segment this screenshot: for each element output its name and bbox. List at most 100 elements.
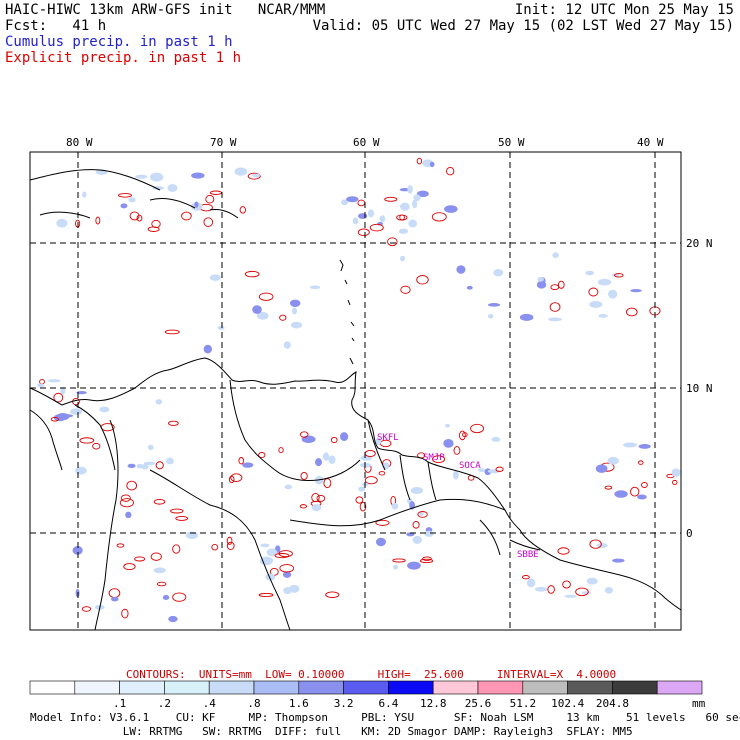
colorbar-tick-label: 102.4 [551,697,585,710]
cumulus-precip-cell [346,196,359,203]
cumulus-precip-cell [398,228,409,234]
cumulus-precip-cell [257,311,269,320]
colorbar-tick-label: 51.2 [509,697,537,710]
colorbar-swatch [29,680,76,695]
central-america-coastline [29,404,116,471]
explicit-precip-contour [239,206,246,214]
cumulus-precip-cell [283,587,292,595]
cumulus-precip-cell [328,455,336,464]
explicit-precip-contour [459,430,466,441]
cumulus-precip-cell [191,172,205,179]
explicit-precip-contour [258,452,266,459]
cumulus-precip-cell [595,464,608,473]
cumulus-precip-cell [375,437,382,446]
cumulus-precip-cell [604,586,613,594]
explicit-precip-contour [588,287,599,297]
cumulus-precip-cell [242,462,254,468]
cumulus-precip-cell [125,511,132,519]
explicit-precip-contour [126,480,138,491]
cumulus-precip-cell [424,530,434,537]
explicit-precip-contour [557,280,565,289]
cumulus-precip-cell [60,386,66,395]
cumulus-precip-cell [418,511,424,516]
colorbar-tick-label: 6.4 [378,697,399,710]
colorbar-tick-label: 1.6 [288,697,309,710]
explicit-precip-contour [416,157,423,165]
explicit-precip-contour [175,515,189,521]
explicit-precip-contour [172,592,187,602]
header-init-time: Init: 12 UTC Mon 25 May 15 [514,2,734,18]
cumulus-precip-cell [581,591,591,595]
explicit-precip-contour [278,550,293,558]
cumulus-precip-cell [60,414,74,418]
cumulus-precip-cell [638,443,651,449]
cumulus-precip-cell [493,268,504,277]
colorbar-swatch [253,680,300,695]
cumulus-precip-cell [607,456,619,465]
cumulus-precip-cell [266,548,278,557]
explicit-precip-contour [446,166,455,176]
explicit-precip-contour [274,553,290,559]
colorbar-swatch [74,680,120,695]
explicit-precip-contour [226,541,235,550]
colorbar-tick-label: .4 [202,697,216,710]
explicit-precip-contour [123,563,136,571]
explicit-precip-contour [155,461,164,470]
explicit-precip-contour [641,481,648,488]
cumulus-precip-cell [110,596,119,602]
venezuela-border [229,379,361,481]
cumulus-precip-cell [391,502,399,510]
colorbar-swatch [612,680,658,695]
explicit-precip-contour [630,486,640,497]
explicit-precip-contour [50,417,59,422]
explicit-precip-contour [258,292,274,301]
cumulus-precip-cell [375,537,386,547]
explicit-precip-contour [355,496,364,504]
explicit-precip-contour [151,219,161,229]
precip-layer [37,157,681,623]
explicit-precip-contour [453,446,461,455]
cumulus-precip-cell [487,303,501,307]
cumulus-precip-cell [56,218,68,228]
cumulus-precip-cell [47,379,61,383]
explicit-precip-contour [118,193,132,198]
cumulus-precip-cell [487,313,494,319]
explicit-precip-contour [258,593,274,597]
colorbar-swatch [477,680,524,695]
cuba-coastline [29,169,161,219]
cumulus-precip-cell [209,274,221,281]
colorbar-tick-label: .1 [113,697,127,710]
explicit-precip-contour [278,447,284,454]
cumulus-precip-cell [400,202,410,211]
header-valid-time: Valid: 05 UTC Wed 27 May 15 (02 LST Wed … [312,18,734,34]
cumulus-precip-cell [217,325,225,330]
explicit-precip-contour [205,195,215,204]
cumulus-precip-cell [358,486,366,492]
cumulus-precip-cell [564,594,577,598]
explicit-precip-contour [604,485,613,490]
cumulus-precip-cell [596,543,608,548]
station-sbbe: SBBE [517,550,539,560]
hispaniola-coastline [149,197,239,219]
explicit-precip-contour [550,284,560,291]
explicit-precip-contour [557,547,570,555]
cumulus-precip-cell [612,558,625,563]
cumulus-precip-cell [252,173,261,178]
cumulus-precip-cell [260,543,270,548]
cumulus-precip-cell [149,172,164,182]
colorbar-tick-label: 3.2 [333,697,354,710]
explicit-precip-contour [521,575,530,580]
colorbar-swatch [388,680,434,695]
cumulus-precip-cell [72,545,83,555]
lon-label-40w: 40 W [637,136,664,149]
explicit-precip-contour [672,479,678,485]
cumulus-precip-cell [70,408,83,415]
cumulus-precip-cell [466,285,473,290]
amazon-river [479,519,541,556]
colorbar-tick-label: 25.6 [464,697,492,710]
explicit-precip-contour [357,228,370,237]
explicit-precip-contour [244,270,260,278]
cumulus-precip-cell [120,203,128,209]
explicit-precip-contour [79,437,95,444]
